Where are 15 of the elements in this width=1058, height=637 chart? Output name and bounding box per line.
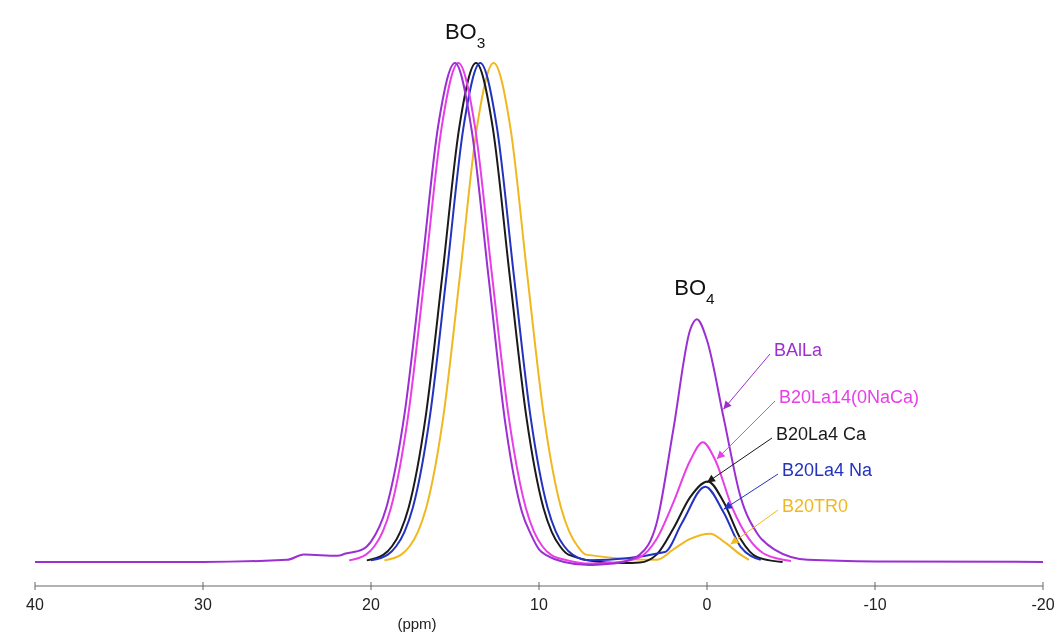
text: B20La14(0NaCa) — [779, 387, 920, 407]
x-tick-label: 40 — [26, 596, 44, 613]
x-axis-title: (ppm) — [397, 615, 437, 632]
annotation: BO$_{3}$ — [444, 19, 486, 51]
x-tick-label: 20 — [362, 596, 380, 613]
x-tick-label: 30 — [194, 596, 212, 613]
x-tick-label: -10 — [863, 596, 887, 613]
text: BAlLa — [774, 340, 824, 360]
x-tick-label: -20 — [1031, 596, 1055, 613]
text: B20TR0 — [782, 496, 849, 516]
x-tick-label: 10 — [530, 596, 548, 613]
annotation: BO$_{4}$ — [674, 275, 716, 307]
text: B20La4 Ca — [776, 424, 868, 444]
text: B20La4 Na — [782, 460, 874, 480]
x-tick-label: 0 — [702, 596, 712, 613]
